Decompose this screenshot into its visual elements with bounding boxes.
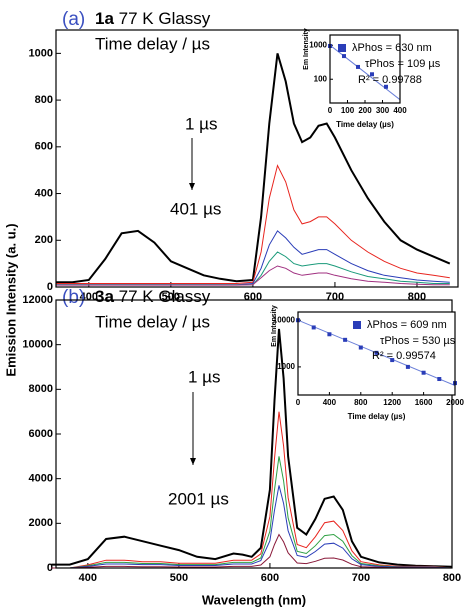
y-tick-label: 600 (35, 141, 53, 153)
y-tick-label: 1000 (309, 40, 327, 49)
data-point (374, 350, 379, 355)
x-tick-label: 800 (443, 572, 461, 584)
panel-label: (b) (62, 287, 85, 308)
legend-marker (353, 321, 361, 329)
delay-end: 2001 µs (168, 489, 229, 508)
inset-x-label: Time delay (µs) (336, 120, 394, 129)
delay-start: 1 µs (185, 114, 217, 133)
x-tick-label: 1200 (383, 398, 401, 407)
x-tick-label: 0 (328, 106, 333, 115)
data-point (370, 72, 374, 77)
y-tick-label: 1000 (277, 362, 295, 371)
fit-line (329, 44, 401, 101)
x-tick-label: 600 (261, 572, 279, 584)
delay-end: 401 µs (170, 199, 221, 218)
x-tick-label: 200 (358, 106, 372, 115)
delay-title: Time delay / µs (95, 312, 210, 331)
condition: 77 K Glassy (119, 9, 211, 28)
x-tick-label: 800 (354, 398, 368, 407)
spectrum-line (51, 533, 453, 569)
arrow-head (189, 183, 195, 190)
delay-title: Time delay / µs (95, 34, 210, 53)
panel-label: (a) (62, 9, 85, 30)
legend-marker (338, 44, 346, 52)
r2-label: R² = 0.99574 (372, 350, 436, 362)
delay-start: 1 µs (188, 367, 220, 386)
legend-label: λPhos = 609 nm (367, 319, 447, 331)
spectrum-line (51, 411, 453, 569)
condition: 77 K Glassy (119, 287, 211, 306)
tau-label: τPhos = 530 µs (380, 335, 456, 347)
y-tick-label: 1000 (29, 47, 53, 59)
x-axis-label: Wavelength (nm) (202, 592, 306, 607)
spectrum-line (51, 328, 453, 568)
data-point (358, 345, 363, 350)
x-tick-label: 700 (352, 572, 370, 584)
x-tick-label: 400 (79, 572, 97, 584)
y-tick-label: 100 (314, 74, 328, 83)
panel-title: 1a 77 K Glassy (95, 9, 211, 28)
data-point (390, 358, 395, 363)
legend-label: λPhos = 630 nm (352, 42, 432, 54)
y-tick-label: 12000 (22, 294, 53, 306)
spectrum-line (56, 53, 451, 284)
y-tick-label: 800 (35, 94, 53, 106)
panel-title: 3a 77 K Glassy (95, 287, 211, 306)
y-tick-label: 400 (35, 187, 53, 199)
data-point (405, 364, 410, 369)
data-point (327, 332, 332, 337)
x-tick-label: 500 (170, 572, 188, 584)
data-point (343, 337, 348, 342)
y-tick-label: 2000 (29, 517, 53, 529)
plot-frame (55, 29, 459, 288)
y-tick-label: 10000 (22, 339, 53, 351)
x-tick-label: 1600 (415, 398, 433, 407)
y-tick-label: 6000 (29, 428, 53, 440)
plot-frame (297, 311, 456, 396)
y-tick-label: 0 (47, 281, 53, 293)
spectrum-line (56, 164, 450, 284)
x-tick-label: 400 (393, 106, 407, 115)
sample-name: 1a (95, 9, 114, 28)
x-tick-label: 700 (326, 291, 344, 303)
data-point (421, 370, 426, 375)
spectrum-line (56, 265, 450, 286)
data-point (342, 54, 346, 59)
spectrum-line (51, 485, 453, 569)
r2-label: R² = 0.99788 (358, 74, 422, 86)
x-tick-label: 800 (408, 291, 426, 303)
arrow-head (190, 458, 196, 465)
tau-label: τPhos = 109 µs (365, 58, 441, 70)
spectrum-line (51, 456, 453, 569)
plot-frame (55, 299, 453, 569)
x-tick-label: 100 (341, 106, 355, 115)
plot-frame (329, 34, 401, 104)
data-point (356, 64, 360, 69)
inset-y-label: Em Intensity (271, 305, 278, 347)
x-tick-label: 300 (376, 106, 390, 115)
y-axis-label: Emission Intensity (a. u.) (3, 223, 18, 376)
y-tick-label: 200 (35, 234, 53, 246)
x-tick-label: 0 (296, 398, 301, 407)
x-tick-label: 2000 (446, 398, 464, 407)
y-tick-label: 8000 (29, 383, 53, 395)
y-tick-label: 4000 (29, 473, 53, 485)
y-tick-label: 10000 (273, 315, 296, 324)
data-point (384, 84, 388, 89)
x-tick-label: 600 (244, 291, 262, 303)
inset-y-label: Em Intensity (303, 28, 310, 70)
y-tick-label: 0 (47, 562, 53, 574)
data-point (437, 377, 442, 382)
x-tick-label: 400 (323, 398, 337, 407)
inset-x-label: Time delay (µs) (348, 412, 406, 421)
sample-name: 3a (95, 287, 114, 306)
data-point (311, 325, 316, 330)
